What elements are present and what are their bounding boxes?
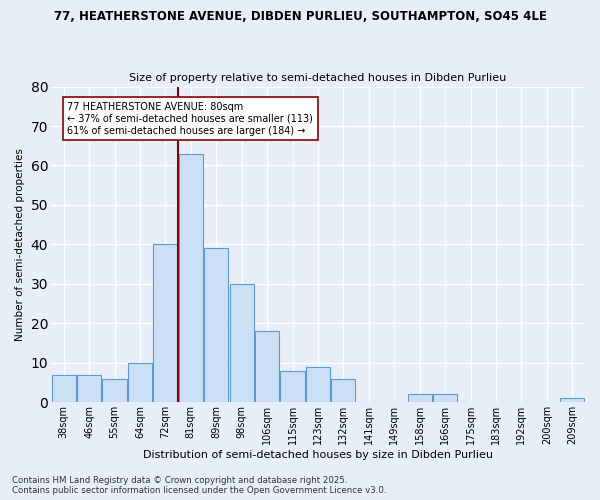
Bar (331, 378, 355, 402)
Text: 77, HEATHERSTONE AVENUE, DIBDEN PURLIEU, SOUTHAMPTON, SO45 4LE: 77, HEATHERSTONE AVENUE, DIBDEN PURLIEU,… (53, 10, 547, 23)
Bar (154, 244, 178, 402)
Bar (255, 332, 279, 402)
Bar (128, 363, 152, 403)
Text: Contains HM Land Registry data © Crown copyright and database right 2025.
Contai: Contains HM Land Registry data © Crown c… (12, 476, 386, 495)
Text: 77 HEATHERSTONE AVENUE: 80sqm
← 37% of semi-detached houses are smaller (113)
61: 77 HEATHERSTONE AVENUE: 80sqm ← 37% of s… (67, 102, 313, 136)
Title: Size of property relative to semi-detached houses in Dibden Purlieu: Size of property relative to semi-detach… (130, 73, 506, 83)
Bar (433, 394, 457, 402)
Bar (230, 284, 254, 403)
Bar (103, 378, 127, 402)
Bar (179, 154, 203, 402)
Bar (52, 374, 76, 402)
Bar (280, 370, 305, 402)
Bar (204, 248, 229, 402)
X-axis label: Distribution of semi-detached houses by size in Dibden Purlieu: Distribution of semi-detached houses by … (143, 450, 493, 460)
Bar (306, 367, 330, 402)
Bar (407, 394, 432, 402)
Y-axis label: Number of semi-detached properties: Number of semi-detached properties (15, 148, 25, 341)
Bar (560, 398, 584, 402)
Bar (77, 374, 101, 402)
